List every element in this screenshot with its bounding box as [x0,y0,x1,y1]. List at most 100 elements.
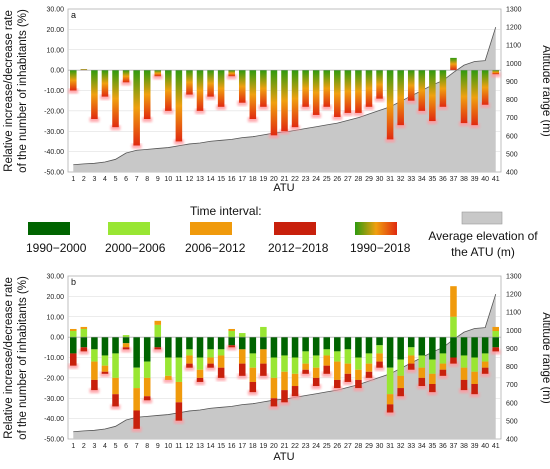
bar-segment-2000-2006 [365,353,373,364]
bar-segment-1990-2000 [143,337,151,362]
x-tick-label: 41 [492,443,500,450]
bar-glow [163,108,174,114]
panel-a-x-ticks: 1 2 3 4 5 6 7 8 9 10 11 12 13 14 15 16 17 18 19 20 21 22 23 24 2… [71,176,499,183]
x-tick-label: 27 [344,443,352,450]
bar-segment-2006-2012 [186,355,193,364]
bar-segment-2012-2018 [80,347,88,352]
x-tick-label: 18 [249,176,257,183]
y2-tick-label: 500 [506,418,518,425]
x-tick-label: 23 [302,176,310,183]
bar-glow [406,367,417,373]
x-tick-label: 13 [196,176,204,183]
bar-glow [131,426,142,432]
bar-segment-2006-2012 [365,363,373,372]
x-tick-label: 3 [92,176,96,183]
bar-glow [469,123,480,129]
panel-b-y-label-1: Relative increase/decrease rate [3,277,15,439]
bar-segment-2006-2012 [418,367,426,378]
y2-tick-label: 900 [506,346,518,353]
bar-segment-2000-2006 [312,355,320,368]
bar-total [312,70,320,115]
bar-glow [480,102,490,108]
bar-glow [438,373,448,379]
x-tick-label: 33 [407,176,415,183]
bar-total [291,70,299,128]
x-tick-label: 10 [164,176,172,183]
panel-b: -50.00 -40.00 -30.00 -20.00 -10.00 0.00 10.00 2… [3,274,550,464]
bar-total [260,70,267,107]
x-tick-label: 26 [333,176,341,183]
y-tick-label: 10.00 [46,47,64,54]
bar-total [91,70,98,120]
bar-segment-1990-2000 [460,337,468,356]
bar-segment-2006-2012 [397,375,404,389]
bar-segment-2006-2012 [165,375,172,380]
legend-label-2000-2006: 2000−2006 [105,241,166,255]
bar-glow [248,117,258,123]
panel-a-y-label-1: Relative increase/decrease rate [3,10,15,172]
y-tick-label: -10.00 [44,88,64,95]
y-tick-label: -40.00 [44,149,64,156]
bar-segment-2006-2012 [91,361,98,380]
bar-glow [480,371,490,377]
x-tick-label: 32 [397,176,405,183]
y-tick-label: -20.00 [44,108,64,115]
x-tick-label: 34 [418,443,426,450]
bar-segment-2006-2012 [492,326,499,332]
x-tick-label: 2 [82,443,86,450]
bar-segment-2012-2018 [439,369,447,376]
bar-segment-1990-2000 [291,337,299,358]
bar-segment-2000-2006 [249,353,257,368]
bar-glow [131,143,142,149]
bar-glow [226,74,237,80]
x-tick-label: 30 [376,176,384,183]
y2-tick-label: 1100 [506,310,521,317]
x-tick-label: 22 [291,176,299,183]
bar-total [281,70,288,132]
bar-glow [385,137,395,143]
bar-total [165,70,172,111]
bar-segment-2012-2018 [481,367,489,374]
y2-tick-label: 1000 [506,61,522,68]
bar-segment-1990-2000 [323,337,331,350]
bar-glow [290,394,300,400]
bar-glow [321,371,332,377]
bar-segment-1990-2000 [133,337,140,368]
bar-glow [332,386,343,392]
bar-segment-2000-2006 [238,333,246,338]
bar-segment-2000-2006 [281,355,288,372]
bar-segment-1990-2000 [175,337,183,358]
bar-segment-1990-2000 [270,337,278,358]
bar-total [429,70,436,122]
bar-segment-1990-2000 [439,337,447,354]
panel-a-y2-label: Altitude range (m) [540,45,550,137]
bar-segment-2000-2006 [302,351,309,364]
bar-segment-1990-2000 [122,337,130,344]
x-tick-label: 30 [376,443,384,450]
bar-segment-2000-2006 [492,331,499,338]
bar-segment-2006-2012 [101,365,109,372]
bar-total [70,70,77,91]
bar-glow [353,110,364,116]
bar-total [186,70,193,95]
x-tick-label: 7 [135,443,139,450]
bar-segment-2000-2006 [429,359,436,374]
x-tick-label: 20 [270,443,278,450]
y-tick-label: -50.00 [44,437,64,444]
bar-total [175,70,183,142]
bar-glow [332,114,343,120]
bar-segment-2006-2012 [270,377,278,399]
bar-segment-2012-2018 [154,347,162,350]
panel-b-bars [68,286,501,432]
bar-segment-2000-2006 [80,328,88,338]
x-tick-label: 12 [186,176,194,183]
bar-segment-1990-2000 [91,337,98,350]
x-tick-label: 1 [71,443,75,450]
bar-segment-2000-2006 [91,349,98,362]
x-tick-label: 33 [407,443,415,450]
bar-segment-1990-2000 [101,337,109,356]
bar-segment-2012-2018 [186,363,193,368]
bar-segment-2006-2012 [80,326,88,329]
x-tick-label: 40 [481,443,489,450]
bar-segment-1990-2000 [207,337,214,350]
